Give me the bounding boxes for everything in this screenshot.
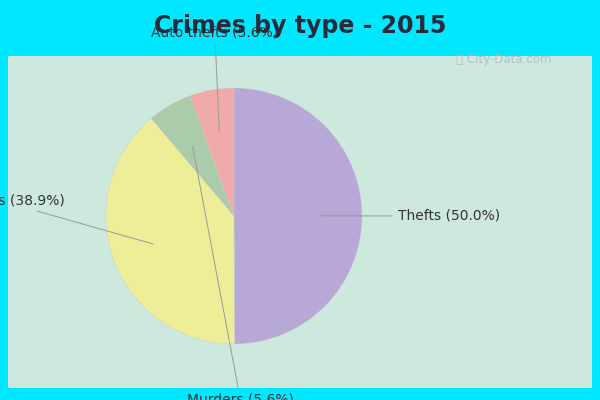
Text: Burglaries (38.9%): Burglaries (38.9%) [0,194,153,244]
Text: Thefts (50.0%): Thefts (50.0%) [320,209,500,223]
Wedge shape [106,118,235,344]
Text: Crimes by type - 2015: Crimes by type - 2015 [154,14,446,38]
Wedge shape [190,88,234,216]
Text: Auto thefts (5.6%): Auto thefts (5.6%) [151,25,278,131]
Text: ⓘ City-Data.com: ⓘ City-Data.com [457,54,551,66]
Text: Murders (5.6%): Murders (5.6%) [187,147,294,400]
Wedge shape [234,88,362,344]
Wedge shape [151,96,234,216]
